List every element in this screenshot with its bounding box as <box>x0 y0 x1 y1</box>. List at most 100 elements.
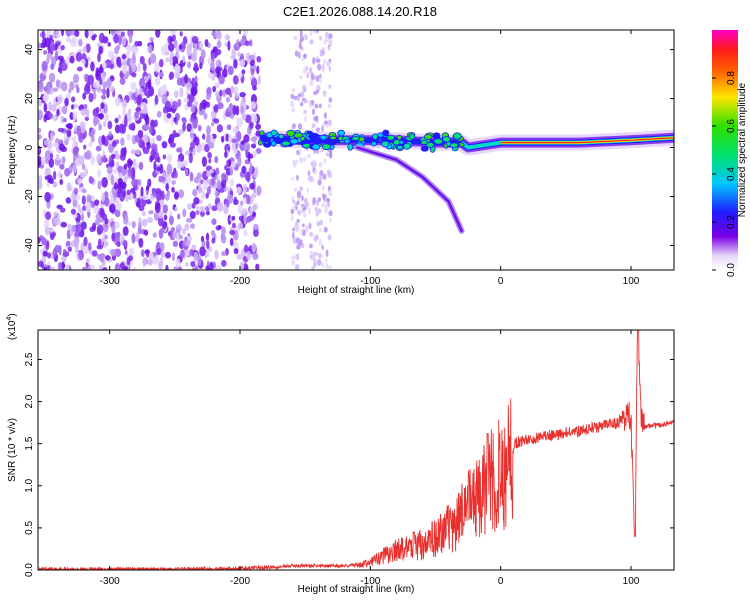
spectrogram-noise-blob <box>323 199 326 205</box>
spectrogram-x-tick-label: 0 <box>498 276 504 287</box>
spectrogram-noise-blob <box>206 129 210 138</box>
spectrogram-noise-blob <box>120 137 125 146</box>
spectrogram-noise-blob <box>114 221 120 230</box>
spectrogram-noise-blob <box>61 62 68 71</box>
spectrogram-noise-blob <box>295 237 301 244</box>
spectrogram-noise-blob <box>80 221 87 230</box>
spectrogram-noise-blob <box>96 224 104 235</box>
spectrogram-noise-blob <box>46 52 53 60</box>
spectrogram-noise-blob <box>159 163 164 175</box>
spectrogram-noise-blob <box>306 187 310 193</box>
spectrogram-noise-blob <box>179 87 184 98</box>
signal-blob <box>329 135 337 141</box>
spectrogram-noise-blob <box>55 79 60 88</box>
snr-x-tick-label: -300 <box>100 576 120 587</box>
spectrogram-noise-blob <box>208 158 212 164</box>
spectrogram-noise-blob <box>87 74 95 86</box>
spectrogram-noise-blob <box>137 62 141 73</box>
spectrogram-noise-blob <box>158 58 164 68</box>
spectrogram-noise-blob <box>50 63 55 70</box>
colorbar: 0.0 0.2 0.4 0.6 0.8 Normalized spectral ampl… <box>712 30 748 277</box>
spectrogram-noise-blob <box>111 223 116 234</box>
spectrogram-noise-blob <box>197 255 202 267</box>
signal-blob <box>259 130 265 136</box>
spectrogram-noise-blob <box>205 101 211 108</box>
spectrogram-noise-blob <box>98 123 103 131</box>
spectrogram-noise-blob <box>119 233 124 241</box>
spectrogram-noise-blob <box>298 208 301 215</box>
spectrogram-noise-blob <box>317 179 322 186</box>
spectrogram-noise-blob <box>299 239 303 246</box>
spectrogram-noise-blob <box>206 239 210 250</box>
spectrogram-noise-blob <box>89 264 96 270</box>
spectrogram-noise-blob <box>189 171 194 182</box>
spectrogram-noise-blob <box>181 117 186 122</box>
spectrogram-noise-blob <box>95 67 100 78</box>
spectrogram-noise-blob <box>144 114 150 126</box>
spectrogram-noise-blob <box>191 35 199 44</box>
spectrogram-noise-blob <box>189 117 194 123</box>
spectrogram-x-tick-label: -300 <box>100 276 120 287</box>
spectrogram-noise-blob <box>312 159 317 165</box>
spectrogram-noise-blob <box>235 105 240 116</box>
spectrogram-marks <box>38 30 674 270</box>
spectrogram-noise-blob <box>164 100 172 111</box>
spectrogram-noise-blob <box>90 128 96 136</box>
spectrogram-noise-blob <box>309 251 314 256</box>
spectrogram-noise-blob <box>214 82 220 89</box>
colorbar-tick-label: 0.2 <box>726 215 737 229</box>
spectrogram-noise-blob <box>208 72 214 79</box>
spectrogram-noise-blob <box>293 187 298 192</box>
spectrogram-noise-blob <box>188 152 193 164</box>
spectrogram-noise-blob <box>296 253 300 261</box>
spectrogram-noise-blob <box>90 155 96 166</box>
spectrogram-noise-blob <box>293 35 298 41</box>
spectrogram-noise-blob <box>107 120 113 130</box>
spectrogram-noise-blob <box>170 115 174 127</box>
snr-content <box>38 330 674 570</box>
spectrogram-noise-blob <box>227 40 231 51</box>
spectrogram-noise-blob <box>66 129 72 138</box>
spectrogram-noise-blob <box>295 206 298 211</box>
signal-blob <box>289 138 299 145</box>
spectrogram-noise-blob <box>189 210 196 220</box>
snr-x-tick-label: 100 <box>623 576 640 587</box>
spectrogram-noise-blob <box>320 203 325 208</box>
spectrogram-noise-blob <box>243 214 247 225</box>
spectrogram-noise-blob <box>325 262 329 270</box>
spectrogram-noise-blob <box>231 160 236 168</box>
spectrogram-noise-blob <box>313 258 317 266</box>
spectrogram-noise-blob <box>233 199 239 206</box>
spectrogram-noise-blob <box>177 213 181 220</box>
spectrogram-noise-blob <box>185 249 190 257</box>
spectrogram-noise-blob <box>185 88 192 96</box>
snr-x-ticks: -300 -200 -100 0 100 <box>100 330 640 587</box>
signal-blob <box>351 136 360 141</box>
spectrogram-noise-blob <box>146 141 151 150</box>
spectrogram-noise-blob <box>250 101 257 109</box>
signal-blob <box>299 136 306 142</box>
spectrogram-noise-blob <box>306 225 310 231</box>
spectrogram-noise-blob <box>221 68 228 78</box>
spectrogram-noise-blob <box>130 149 137 155</box>
spectrogram-noise-blob <box>214 156 219 164</box>
spectrogram-noise-blob <box>291 195 294 201</box>
spectrogram-noise-blob <box>117 61 122 68</box>
signal-blob <box>286 129 296 137</box>
spectrogram-y-tick-label: 0 <box>24 144 35 150</box>
spectrogram-noise-blob <box>150 143 158 151</box>
signal-blob <box>381 140 390 148</box>
spectrogram-noise-blob <box>326 123 329 128</box>
spectrogram-noise-blob <box>82 46 87 53</box>
spectrogram-noise-blob <box>194 100 199 108</box>
spectrogram-noise-blob <box>60 146 68 153</box>
spectrogram-noise-blob <box>50 104 57 112</box>
spectrogram-noise-blob <box>57 127 65 133</box>
spectrogram-noise-blob <box>153 160 157 172</box>
spectrogram-noise-blob <box>299 101 304 107</box>
spectrogram-noise-blob <box>48 177 54 185</box>
spectrogram-noise-blob <box>113 33 119 44</box>
spectrogram-noise-blob <box>301 195 304 202</box>
spectrogram-noise-blob <box>160 250 165 258</box>
spectrogram-noise-blob <box>291 213 294 222</box>
